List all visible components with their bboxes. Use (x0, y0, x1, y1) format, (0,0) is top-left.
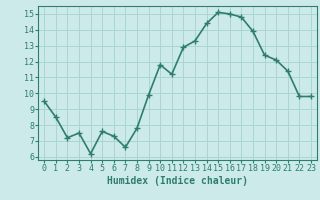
X-axis label: Humidex (Indice chaleur): Humidex (Indice chaleur) (107, 176, 248, 186)
